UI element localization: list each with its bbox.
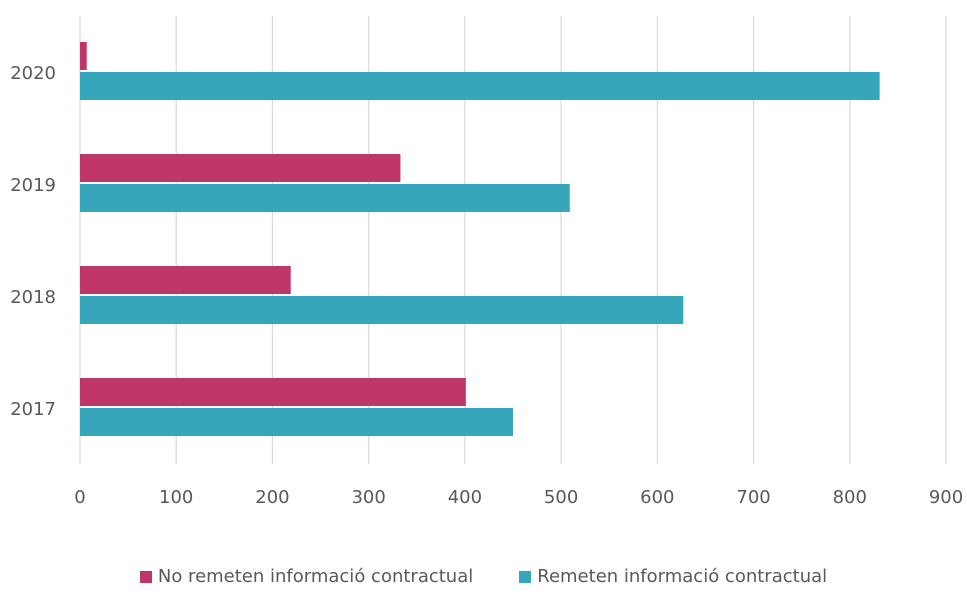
y-category-label-2020: 2020 (10, 63, 56, 84)
legend-label-no-remeten: No remeten informació contractual (157, 566, 474, 587)
x-tick-label-200: 200 (255, 487, 289, 508)
x-tick-label-500: 500 (544, 487, 578, 508)
x-tick-label-0: 0 (74, 487, 85, 508)
bar-remeten-2018 (80, 296, 684, 324)
y-category-label-2018: 2018 (10, 287, 56, 308)
bar-remeten-2017 (80, 408, 513, 436)
x-axis-labels: 0 100 200 300 400 500 600 700 800 900 (74, 487, 963, 508)
x-tick-label-400: 400 (448, 487, 482, 508)
y-axis-labels: 2020 2019 2018 2017 (10, 63, 56, 420)
legend: No remeten informació contractual Remete… (0, 566, 967, 587)
x-tick-label-700: 700 (736, 487, 770, 508)
x-tick-label-600: 600 (640, 487, 674, 508)
bar-remeten-2020 (80, 72, 880, 100)
bar-no-remeten-2020 (80, 42, 87, 70)
bar-no-remeten-2019 (80, 154, 401, 182)
x-tick-label-900: 900 (929, 487, 963, 508)
bar-no-remeten-2018 (80, 266, 291, 294)
legend-label-remeten: Remeten informació contractual (537, 566, 828, 587)
bars (80, 42, 880, 436)
y-category-label-2017: 2017 (10, 399, 56, 420)
legend-item-remeten: Remeten informació contractual (519, 566, 827, 587)
x-tick-label-100: 100 (159, 487, 193, 508)
x-tick-label-300: 300 (351, 487, 385, 508)
bar-no-remeten-2017 (80, 378, 466, 406)
x-tick-label-800: 800 (833, 487, 867, 508)
legend-swatch-remeten (519, 570, 532, 583)
bar-remeten-2019 (80, 184, 570, 212)
legend-item-no-remeten: No remeten informació contractual (139, 566, 474, 587)
y-category-label-2019: 2019 (10, 175, 56, 196)
legend-swatch-no-remeten (139, 570, 152, 583)
